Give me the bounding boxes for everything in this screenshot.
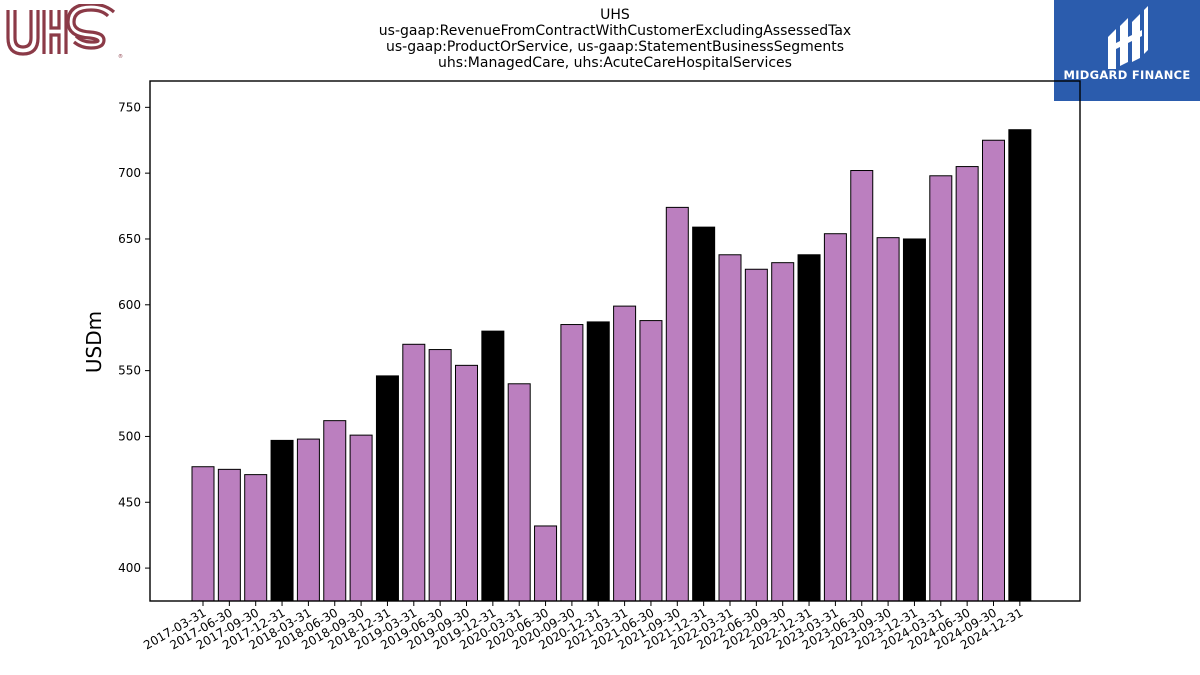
bar-2022-12-31 bbox=[797, 254, 821, 602]
bar-2023-12-31 bbox=[902, 238, 926, 602]
y-tick-label: 600 bbox=[118, 298, 141, 312]
bar-2017-12-31 bbox=[270, 439, 294, 602]
bar-2017-06-30 bbox=[217, 468, 241, 602]
bar-2019-12-31 bbox=[481, 330, 505, 602]
bar-2020-06-30 bbox=[534, 525, 558, 602]
chart-title-line-1: UHS bbox=[600, 7, 630, 23]
midgard-mark-icon bbox=[1108, 6, 1148, 69]
bar-2024-12-31 bbox=[1008, 129, 1032, 602]
bar-2019-06-30 bbox=[428, 349, 452, 602]
chart-title-line-3: us-gaap:ProductOrService, us-gaap:Statem… bbox=[385, 39, 844, 55]
bar-2024-06-30 bbox=[955, 166, 979, 602]
bar-2019-09-30 bbox=[455, 364, 478, 602]
uhs-logo: ® bbox=[6, 4, 123, 60]
bar-2021-09-30 bbox=[665, 206, 689, 602]
axes-layer: 2017-03-312017-06-302017-09-302017-12-31… bbox=[118, 80, 1081, 652]
bar-2021-03-31 bbox=[613, 305, 637, 602]
bar-2023-09-30 bbox=[876, 237, 900, 602]
bar-2019-03-31 bbox=[402, 343, 426, 602]
bar-2018-09-30 bbox=[349, 434, 373, 602]
plot-frame bbox=[149, 80, 1081, 602]
bar-2020-03-31 bbox=[507, 383, 531, 602]
chart-title-line-4: uhs:ManagedCare, uhs:AcuteCareHospitalSe… bbox=[438, 55, 792, 71]
y-axis-label: USDm bbox=[82, 311, 106, 373]
y-tick-label: 500 bbox=[118, 429, 141, 443]
bar-2024-03-31 bbox=[929, 175, 953, 602]
bar-2021-12-31 bbox=[692, 226, 716, 602]
y-tick-label: 700 bbox=[118, 166, 141, 180]
bars-layer bbox=[191, 129, 1032, 602]
y-tick-label: 750 bbox=[118, 100, 141, 114]
bar-2018-06-30 bbox=[323, 420, 347, 602]
bar-2018-12-31 bbox=[375, 375, 399, 602]
bar-2020-12-31 bbox=[586, 321, 610, 602]
midgard-brand-text: MIDGARD FINANCE bbox=[1063, 68, 1191, 82]
svg-text:®: ® bbox=[118, 53, 123, 60]
bar-2017-09-30 bbox=[244, 474, 268, 602]
y-tick-label: 650 bbox=[118, 232, 141, 246]
bar-2022-03-31 bbox=[718, 254, 742, 602]
bar-2023-06-30 bbox=[850, 170, 874, 602]
bar-2017-03-31 bbox=[191, 466, 215, 602]
midgard-finance-logo: MIDGARD FINANCE bbox=[1054, 0, 1200, 101]
y-tick-label: 550 bbox=[118, 364, 141, 378]
y-tick-label: 450 bbox=[118, 495, 141, 509]
bar-2020-09-30 bbox=[560, 324, 584, 602]
bar-2021-06-30 bbox=[639, 320, 663, 602]
bar-2022-06-30 bbox=[744, 268, 768, 602]
bar-2024-09-30 bbox=[982, 139, 1005, 602]
chart-title-line-2: us-gaap:RevenueFromContractWithCustomerE… bbox=[378, 23, 852, 39]
bar-2018-03-31 bbox=[296, 438, 320, 602]
bar-2023-03-31 bbox=[823, 233, 847, 602]
y-tick-label: 400 bbox=[118, 561, 141, 575]
bar-2022-09-30 bbox=[771, 262, 795, 602]
